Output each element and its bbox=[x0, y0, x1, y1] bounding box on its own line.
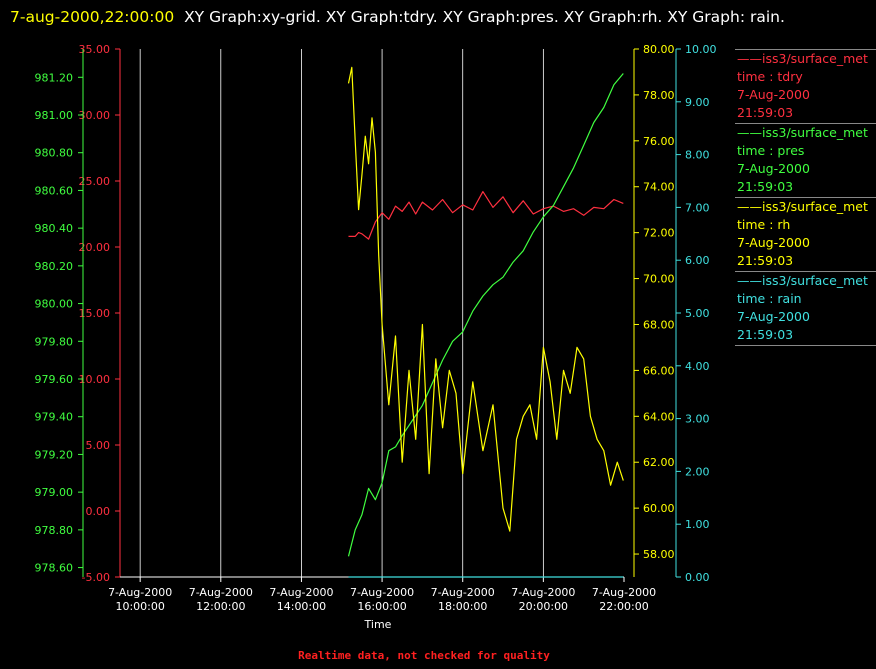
plot-area bbox=[347, 66, 624, 578]
rh-tick-label: 78.00 bbox=[643, 89, 675, 102]
x-tick-time: 12:00:00 bbox=[196, 600, 245, 613]
x-axis-label: Time bbox=[364, 618, 392, 631]
pres-tick-label: 978.80 bbox=[35, 524, 74, 537]
tdry-series-line bbox=[348, 191, 624, 240]
tdry-axis: -5.00 0.00 5.00 10.00 15.00 20.00 25.00 30.00 35… bbox=[79, 43, 121, 584]
tdry-tick-label: 15.00 bbox=[79, 307, 111, 320]
legend-time: 21:59:03 bbox=[737, 105, 794, 120]
tdry-tick-label: -5.00 bbox=[82, 571, 110, 584]
x-tick-date: 7-Aug-2000 bbox=[269, 586, 333, 599]
rh-tick-label: 66.00 bbox=[643, 364, 675, 377]
quality-disclaimer: Realtime data, not checked for quality bbox=[298, 649, 550, 662]
pres-tick-label: 981.00 bbox=[35, 109, 74, 122]
rh-tick-label: 60.00 bbox=[643, 502, 675, 515]
rain-tick-label: 4.00 bbox=[685, 360, 710, 373]
x-tick-date: 7-Aug-2000 bbox=[108, 586, 172, 599]
x-tick-date: 7-Aug-2000 bbox=[511, 586, 575, 599]
legend-field: time : tdry bbox=[737, 69, 803, 84]
x-tick-date: 7-Aug-2000 bbox=[189, 586, 253, 599]
pres-tick-label: 979.40 bbox=[35, 411, 74, 424]
legend-field: time : rh bbox=[737, 217, 791, 232]
rain-tick-label: 7.00 bbox=[685, 201, 710, 214]
vertical-grid bbox=[139, 49, 544, 577]
pres-tick-label: 979.80 bbox=[35, 335, 74, 348]
legend-series-name: ——iss3/surface_met bbox=[737, 273, 868, 288]
rain-tick-label: 6.00 bbox=[685, 254, 710, 267]
rh-series-line bbox=[347, 66, 624, 532]
legend-time: 21:59:03 bbox=[737, 179, 794, 194]
axes: -5.00 0.00 5.00 10.00 15.00 20.00 25.00 30.00 35… bbox=[35, 43, 717, 584]
tdry-tick-label: 35.00 bbox=[79, 43, 111, 56]
pres-series-line bbox=[347, 73, 624, 557]
x-tick-time: 20:00:00 bbox=[519, 600, 568, 613]
rain-axis: 0.00 1.00 2.00 3.00 4.00 5.00 6.00 7.00 8.00 9.00… bbox=[675, 43, 717, 584]
legend-field: time : pres bbox=[737, 143, 805, 158]
tdry-tick-label: 5.00 bbox=[86, 439, 111, 452]
rain-tick-label: 3.00 bbox=[685, 413, 710, 426]
pres-tick-label: 978.60 bbox=[35, 562, 74, 575]
pres-tick-label: 979.20 bbox=[35, 448, 74, 461]
legend-series-name: ——iss3/surface_met bbox=[737, 199, 868, 214]
x-tick-time: 16:00:00 bbox=[357, 600, 406, 613]
chart-header: 7-aug-2000,22:00:00 XY Graph:xy-grid. XY… bbox=[10, 3, 870, 32]
tdry-tick-label: 0.00 bbox=[86, 505, 111, 518]
rh-tick-label: 70.00 bbox=[643, 273, 675, 286]
tdry-tick-label: 25.00 bbox=[79, 175, 111, 188]
legend-time: 21:59:03 bbox=[737, 327, 794, 342]
rain-tick-label: 5.00 bbox=[685, 307, 710, 320]
rain-tick-label: 0.00 bbox=[685, 571, 710, 584]
rain-tick-label: 8.00 bbox=[685, 149, 710, 162]
legend-date: 7-Aug-2000 bbox=[737, 235, 810, 250]
tdry-tick-label: 10.00 bbox=[79, 373, 111, 386]
x-tick-time: 18:00:00 bbox=[438, 600, 487, 613]
legend-field: time : rain bbox=[737, 291, 802, 306]
pres-tick-label: 980.40 bbox=[35, 222, 74, 235]
rh-tick-label: 64.00 bbox=[643, 410, 675, 423]
tdry-tick-label: 20.00 bbox=[79, 241, 111, 254]
legend-date: 7-Aug-2000 bbox=[737, 87, 810, 102]
pres-tick-label: 981.20 bbox=[35, 71, 74, 84]
time-axis: 7-Aug-200010:00:007-Aug-200012:00:007-Au… bbox=[108, 576, 656, 613]
rain-tick-label: 2.00 bbox=[685, 465, 710, 478]
pres-tick-label: 979.00 bbox=[35, 486, 74, 499]
pres-tick-label: 980.20 bbox=[35, 260, 74, 273]
rh-tick-label: 72.00 bbox=[643, 227, 675, 240]
header-graph-list: XY Graph:xy-grid. XY Graph:tdry. XY Grap… bbox=[184, 8, 785, 26]
rain-tick-label: 9.00 bbox=[685, 96, 710, 109]
legend-date: 7-Aug-2000 bbox=[737, 161, 810, 176]
x-tick-time: 22:00:00 bbox=[599, 600, 648, 613]
x-tick-date: 7-Aug-2000 bbox=[431, 586, 495, 599]
rain-tick-label: 1.00 bbox=[685, 518, 710, 531]
rh-tick-label: 76.00 bbox=[643, 135, 675, 148]
legend-series-name: ——iss3/surface_met bbox=[737, 125, 868, 140]
pres-tick-label: 980.00 bbox=[35, 298, 74, 311]
rh-tick-label: 80.00 bbox=[643, 43, 675, 56]
pres-tick-label: 980.80 bbox=[35, 147, 74, 160]
rh-tick-label: 68.00 bbox=[643, 318, 675, 331]
rain-tick-label: 10.00 bbox=[685, 43, 717, 56]
header-timestamp: 7-aug-2000,22:00:00 bbox=[10, 8, 175, 26]
pres-tick-label: 980.60 bbox=[35, 184, 74, 197]
legend-time: 21:59:03 bbox=[737, 253, 794, 268]
x-tick-date: 7-Aug-2000 bbox=[592, 586, 656, 599]
rh-tick-label: 58.00 bbox=[643, 548, 675, 561]
tdry-tick-label: 30.00 bbox=[79, 109, 111, 122]
rh-tick-label: 74.00 bbox=[643, 181, 675, 194]
x-tick-date: 7-Aug-2000 bbox=[350, 586, 414, 599]
rh-tick-label: 62.00 bbox=[643, 456, 675, 469]
rh-axis: 58.00 60.00 62.00 64.00 66.00 68.00 70.00 72.00… bbox=[633, 43, 675, 577]
legend-divider bbox=[735, 345, 876, 347]
legend-date: 7-Aug-2000 bbox=[737, 309, 810, 324]
x-tick-time: 10:00:00 bbox=[115, 600, 164, 613]
legend-series-name: ——iss3/surface_met bbox=[737, 51, 868, 66]
pres-tick-label: 979.60 bbox=[35, 373, 74, 386]
x-tick-time: 14:00:00 bbox=[277, 600, 326, 613]
pres-axis: 978.60 978.80 979.00 979.20 979.40 979.60 979.… bbox=[35, 49, 84, 577]
legend: ——iss3/surface_met time : tdry 7-Aug-2000 2… bbox=[735, 49, 876, 347]
